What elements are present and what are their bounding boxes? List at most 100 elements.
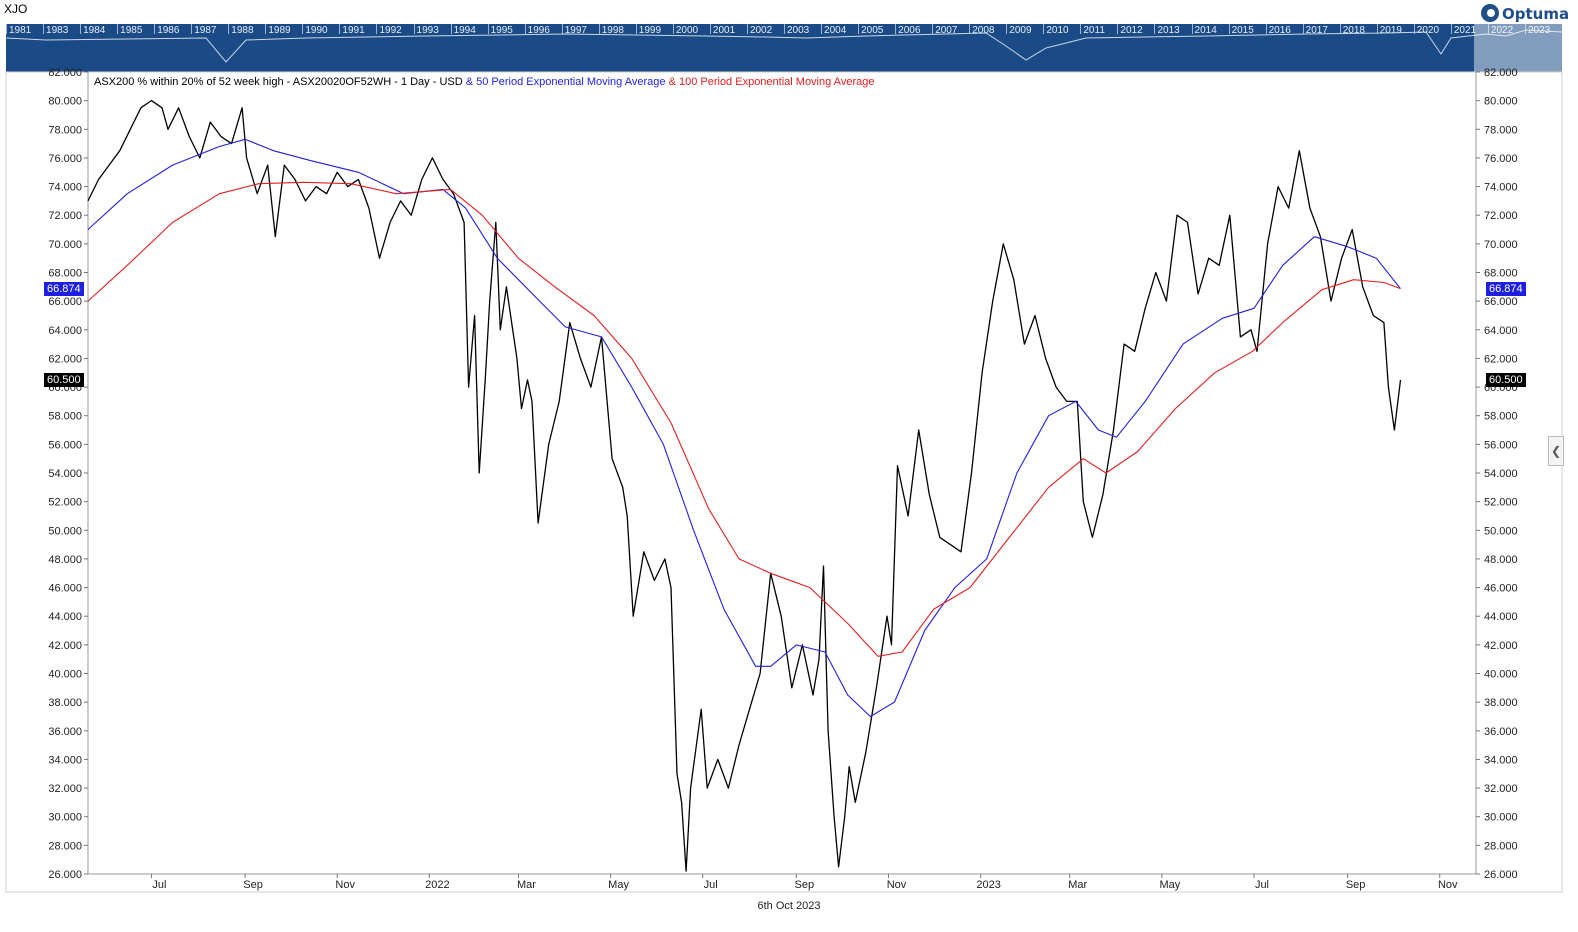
navigator-year-tick xyxy=(117,24,119,34)
navigator-year-tick xyxy=(598,24,600,34)
legend: ASX200 % within 20% of 52 week high - AS… xyxy=(94,76,874,88)
navigator-year-label: 1994 xyxy=(453,25,476,36)
timeline-navigator[interactable]: 1981 1983 1984 1985 1986 1987 1988 1989 1990 1991… xyxy=(6,24,1562,72)
y-tick-label-right: 34.000 xyxy=(1484,754,1518,766)
navigator-year-label: 1988 xyxy=(231,25,254,36)
y-tick-label-left: 32.000 xyxy=(48,783,82,795)
ema-value-tag-right: 66.874 xyxy=(1486,281,1526,296)
symbol-label: XJO xyxy=(4,2,28,16)
y-tick-label-left: 30.000 xyxy=(48,812,82,824)
navigator-year-label: 1989 xyxy=(268,25,291,36)
y-tick-label-left: 44.000 xyxy=(48,611,82,623)
navigator-year-label: 1996 xyxy=(527,25,550,36)
navigator-year-tick xyxy=(1376,24,1378,34)
navigator-year-tick xyxy=(1413,24,1415,34)
y-tick-label-right: 74.000 xyxy=(1484,182,1518,194)
navigator-year-label: 2004 xyxy=(824,25,847,36)
navigator-year-tick xyxy=(784,24,785,34)
y-tick-label-left: 36.000 xyxy=(48,726,82,738)
navigator-year-label: 1997 xyxy=(564,25,587,36)
navigator-year-label: 1990 xyxy=(305,25,328,36)
price-line xyxy=(87,99,1402,872)
date-label: 6th Oct 2023 xyxy=(757,900,821,912)
navigator-window[interactable] xyxy=(1474,24,1562,72)
y-tick-label-right: 36.000 xyxy=(1484,726,1518,738)
navigator-year-label: 2017 xyxy=(1305,25,1328,36)
navigator-year-label: 2012 xyxy=(1120,25,1143,36)
navigator-year-tick xyxy=(6,24,7,34)
navigator-year-tick xyxy=(1117,24,1119,34)
navigator-year-label: 2015 xyxy=(1231,25,1254,36)
x-tick-label: Jul xyxy=(1255,879,1269,891)
y-tick-label-left: 62.000 xyxy=(48,353,82,365)
y-tick-label-left: 38.000 xyxy=(48,697,82,709)
navigator-year-tick xyxy=(1228,24,1230,34)
navigator-year-label: 2018 xyxy=(1342,25,1365,36)
navigator-year-tick xyxy=(1265,24,1267,34)
navigator-year-label: 1984 xyxy=(83,25,106,36)
y-tick-label-right: 50.000 xyxy=(1484,525,1518,537)
collapse-panel-button[interactable]: ❮ xyxy=(1548,436,1564,466)
chart-frame xyxy=(5,71,1563,893)
y-tick-label-left: 66.000 xyxy=(48,296,82,308)
y-tick-label-right: 80.000 xyxy=(1484,96,1518,108)
y-tick-label-right: 28.000 xyxy=(1484,840,1518,852)
navigator-year-label: 2003 xyxy=(787,25,810,36)
navigator-year-tick xyxy=(80,24,82,34)
y-tick-label-left: 76.000 xyxy=(48,153,82,165)
y-tick-label-left: 34.000 xyxy=(48,754,82,766)
y-tick-label-left: 64.000 xyxy=(48,325,82,337)
navigator-year-tick xyxy=(154,24,156,34)
navigator-year-label: 1993 xyxy=(416,25,439,36)
y-tick-label-right: 48.000 xyxy=(1484,554,1518,566)
navigator-year-label: 1981 xyxy=(9,25,32,36)
y-tick-label-right: 66.000 xyxy=(1484,296,1518,308)
navigator-year-tick xyxy=(265,24,267,34)
navigator-year-tick xyxy=(561,24,563,34)
y-tick-label-left: 48.000 xyxy=(48,554,82,566)
navigator-year-tick xyxy=(1154,24,1156,34)
y-tick-label-right: 56.000 xyxy=(1484,439,1518,451)
y-tick-label-left: 46.000 xyxy=(48,583,82,595)
y-tick-label-right: 54.000 xyxy=(1484,468,1518,480)
navigator-year-label: 2021 xyxy=(1453,25,1477,36)
navigator-year-label: 1992 xyxy=(379,25,402,36)
y-tick-label-left: 68.000 xyxy=(48,268,82,280)
navigator-year-tick xyxy=(1487,24,1489,34)
legend-ema50: & 50 Period Exponential Moving Average xyxy=(465,76,666,88)
navigator-year-label: 1991 xyxy=(342,25,365,36)
y-tick-label-right: 70.000 xyxy=(1484,239,1518,251)
navigator-year-tick xyxy=(1524,24,1526,34)
navigator-year-tick xyxy=(450,24,452,34)
y-tick-label-right: 42.000 xyxy=(1484,640,1518,652)
navigator-year-label: 2022 xyxy=(1490,25,1514,36)
last-value-tag-left: 60.500 xyxy=(44,372,84,387)
chevron-left-icon: ❮ xyxy=(1550,444,1562,458)
navigator-year-label: 2016 xyxy=(1268,25,1291,36)
navigator-year-tick xyxy=(1339,24,1341,34)
navigator-year-tick xyxy=(1043,24,1045,34)
y-tick-label-right: 46.000 xyxy=(1484,583,1518,595)
ema100-line xyxy=(87,181,1401,657)
x-tick-label: Nov xyxy=(335,879,355,891)
navigator-year-label: 1985 xyxy=(120,25,143,36)
y-tick-label-right: 62.000 xyxy=(1484,353,1518,365)
y-tick-label-right: 58.000 xyxy=(1484,411,1518,423)
y-tick-label-left: 74.000 xyxy=(48,182,82,194)
x-tick-label: Mar xyxy=(517,879,536,891)
y-tick-label-left: 42.000 xyxy=(48,640,82,652)
navigator-year-tick xyxy=(1191,24,1193,34)
navigator-sparkline xyxy=(6,29,1562,63)
y-tick-label-right: 72.000 xyxy=(1484,210,1518,222)
navigator-year-tick xyxy=(1006,24,1008,34)
navigator-year-tick xyxy=(1450,24,1452,34)
navigator-year-label: 2009 xyxy=(1009,25,1032,36)
navigator-year-tick xyxy=(895,24,897,34)
y-tick-label-left: 72.000 xyxy=(48,210,82,222)
navigator-year-label: 2011 xyxy=(1083,25,1105,36)
navigator-year-label: 1998 xyxy=(601,25,624,36)
navigator-year-label: 2006 xyxy=(898,25,921,36)
y-tick-label-right: 82.000 xyxy=(1484,67,1518,79)
ema50-line xyxy=(87,138,1401,718)
navigator-year-label: 2010 xyxy=(1046,25,1069,36)
